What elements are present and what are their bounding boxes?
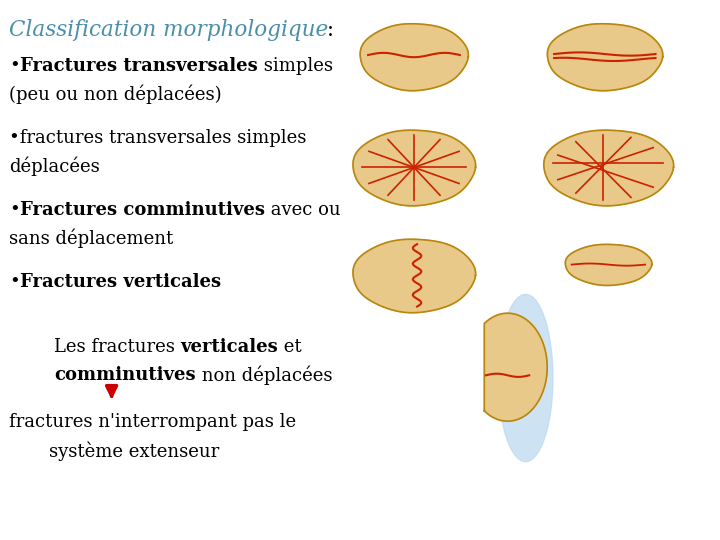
Polygon shape <box>544 130 674 206</box>
Polygon shape <box>565 245 652 286</box>
Polygon shape <box>353 239 476 313</box>
Text: •: • <box>9 57 20 75</box>
Text: comminutives: comminutives <box>54 366 196 383</box>
Text: •fractures transversales simples: •fractures transversales simples <box>9 129 307 146</box>
Text: simples: simples <box>258 57 333 75</box>
Polygon shape <box>547 24 663 91</box>
Text: non déplacées: non déplacées <box>196 366 332 385</box>
Text: (peu ou non déplacées): (peu ou non déplacées) <box>9 85 222 104</box>
Polygon shape <box>360 24 468 91</box>
Polygon shape <box>485 313 547 421</box>
Text: verticales: verticales <box>181 338 279 355</box>
Text: et: et <box>279 338 302 355</box>
Text: :: : <box>320 19 335 41</box>
Text: système extenseur: système extenseur <box>49 441 219 461</box>
Text: déplacées: déplacées <box>9 157 100 176</box>
Text: •: • <box>9 201 20 219</box>
Text: Les fractures: Les fractures <box>54 338 181 355</box>
Text: Fractures comminutives: Fractures comminutives <box>20 201 265 219</box>
Text: fractures n'interrompant pas le: fractures n'interrompant pas le <box>9 413 297 431</box>
Text: Classification morphologique: Classification morphologique <box>9 19 328 41</box>
Text: Fractures transversales: Fractures transversales <box>20 57 258 75</box>
Text: Fractures verticales: Fractures verticales <box>20 273 221 291</box>
Text: sans déplacement: sans déplacement <box>9 229 174 248</box>
Text: •: • <box>9 273 20 291</box>
Text: avec ou: avec ou <box>265 201 341 219</box>
Polygon shape <box>353 130 476 206</box>
Polygon shape <box>498 294 553 462</box>
